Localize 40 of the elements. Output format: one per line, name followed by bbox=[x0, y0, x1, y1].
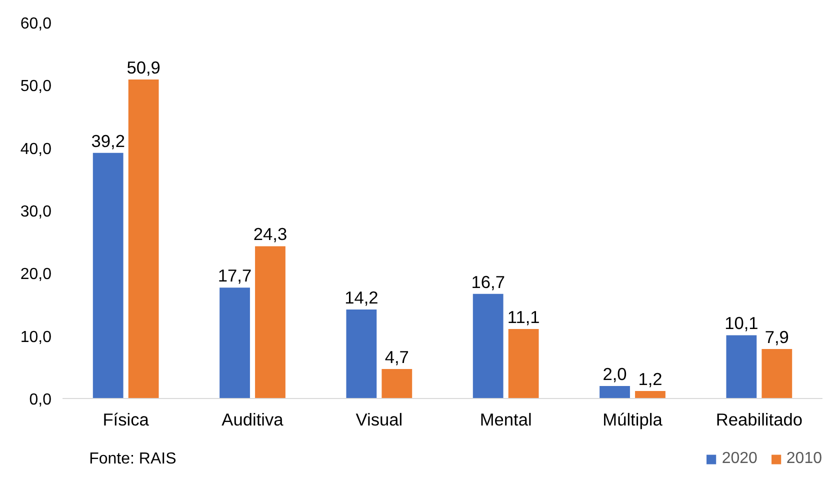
data-label: 14,2 bbox=[344, 288, 378, 308]
data-label: 39,2 bbox=[91, 130, 125, 151]
bar bbox=[508, 328, 539, 398]
legend-label: 2020 bbox=[722, 450, 758, 468]
bar bbox=[762, 348, 792, 398]
y-tick-label: 50,0 bbox=[20, 78, 52, 96]
bar bbox=[600, 386, 630, 398]
y-tick-label: 20,0 bbox=[20, 266, 52, 284]
x-tick-label: Múltipla bbox=[602, 410, 663, 430]
source-note: Fonte: RAIS bbox=[89, 450, 176, 468]
bar bbox=[382, 369, 412, 398]
x-tick-label: Reabilitado bbox=[716, 410, 803, 430]
data-label: 16,7 bbox=[471, 272, 505, 292]
bar bbox=[635, 390, 666, 398]
data-label: 1,2 bbox=[638, 368, 662, 389]
y-tick-label: 40,0 bbox=[20, 140, 52, 158]
y-tick-label: 0,0 bbox=[29, 392, 52, 408]
data-label: 11,1 bbox=[507, 306, 540, 327]
bar bbox=[726, 335, 757, 398]
data-label: 10,1 bbox=[724, 313, 758, 334]
data-label: 24,3 bbox=[253, 224, 288, 244]
bar bbox=[346, 310, 377, 398]
data-label: 50,9 bbox=[126, 58, 160, 78]
bar bbox=[92, 152, 124, 398]
bar bbox=[220, 288, 250, 398]
data-label: 2,0 bbox=[602, 364, 627, 384]
x-tick-label: Visual bbox=[356, 410, 403, 430]
bar bbox=[128, 80, 159, 398]
bar bbox=[472, 294, 504, 398]
legend-label: 2010 bbox=[786, 450, 822, 468]
data-label: 17,7 bbox=[218, 266, 252, 286]
y-tick-label: 10,0 bbox=[20, 328, 52, 346]
x-tick-label: Física bbox=[102, 410, 150, 430]
bar bbox=[255, 246, 286, 398]
x-tick-label: Auditiva bbox=[222, 410, 284, 430]
data-label: 7,9 bbox=[764, 326, 789, 347]
y-tick-label: 60,0 bbox=[20, 16, 52, 32]
x-tick-label: Mental bbox=[480, 410, 532, 430]
data-label: 4,7 bbox=[384, 347, 409, 368]
y-tick-label: 30,0 bbox=[20, 204, 52, 220]
